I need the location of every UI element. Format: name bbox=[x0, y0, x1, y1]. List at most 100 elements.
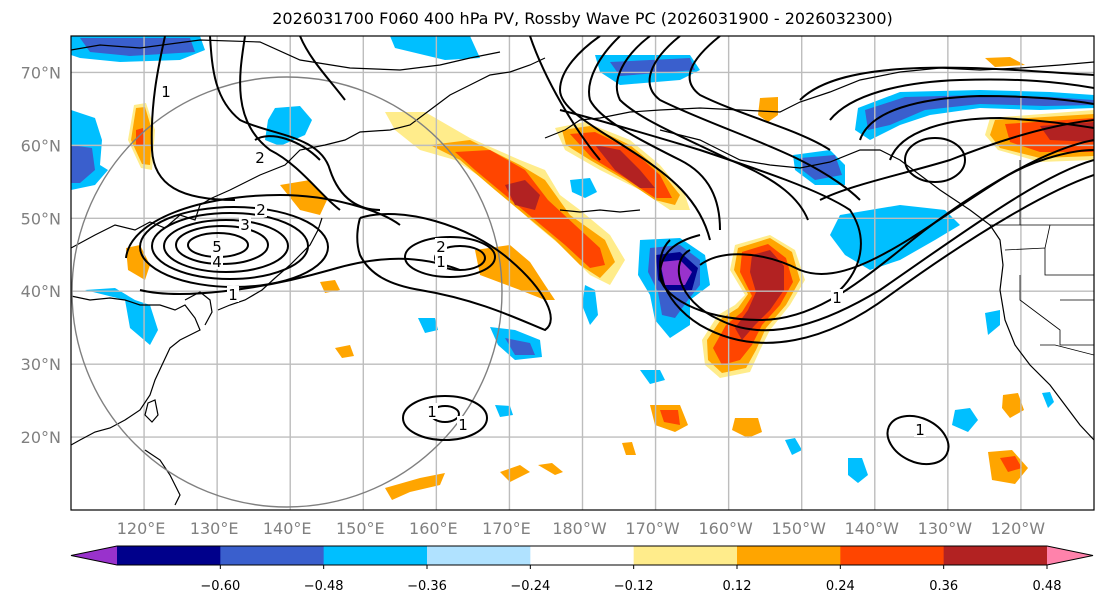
colorbar-tick-label: 0.36 bbox=[929, 579, 958, 594]
colorbar-segment bbox=[117, 546, 221, 565]
colorbar-segment bbox=[427, 546, 531, 565]
x-tick-label: 140°E bbox=[263, 519, 312, 538]
pos-anomaly-blob bbox=[1002, 393, 1024, 418]
contour-label: 4 bbox=[212, 253, 222, 271]
pos-anomaly-blob bbox=[595, 145, 655, 188]
colorbar-extend-min bbox=[71, 546, 117, 565]
contour-label-bg bbox=[435, 253, 447, 269]
colorbar-tick-label: −0.60 bbox=[200, 579, 240, 594]
colorbar: −0.60 −0.48 −0.36 −0.24 −0.12 0.12 0.24 0.36 0.4… bbox=[70, 545, 1094, 594]
contour-label-bg bbox=[426, 403, 438, 419]
contour-label: 3 bbox=[240, 216, 250, 234]
colorbar-tick-label: 0.48 bbox=[1033, 579, 1062, 594]
x-tick-label: 140°W bbox=[845, 519, 900, 538]
x-tick-label: 170°E bbox=[482, 519, 531, 538]
state-borders bbox=[990, 160, 1094, 356]
pos-anomaly-blob bbox=[505, 180, 540, 210]
neg-anomaly-blob bbox=[865, 95, 1094, 130]
y-tick-label: 20°N bbox=[21, 428, 61, 447]
contour-label-bg bbox=[435, 238, 447, 254]
contour-label: 1 bbox=[832, 289, 842, 307]
neg-anomaly-blob bbox=[660, 260, 692, 285]
neg-anomaly-blob bbox=[418, 318, 438, 333]
contour-label: 1 bbox=[228, 286, 238, 304]
neg-anomaly-blob bbox=[1042, 392, 1054, 408]
contour-label: 5 bbox=[212, 238, 222, 256]
neg-anomaly-blob bbox=[495, 405, 513, 417]
x-tick-label: 170°W bbox=[625, 519, 680, 538]
contour-label-bg bbox=[211, 238, 223, 254]
contour-label-bg bbox=[831, 289, 843, 305]
neg-anomaly-blob bbox=[985, 310, 1000, 335]
pos-anomaly-blob bbox=[735, 250, 784, 340]
contour-label: 1 bbox=[915, 421, 925, 439]
neg-anomaly-blob bbox=[80, 38, 195, 56]
x-tick-label: 130°W bbox=[918, 519, 973, 538]
pos-anomaly-blob bbox=[455, 150, 605, 268]
colorbar-segment bbox=[943, 546, 1048, 565]
colorbar-extend-max bbox=[1047, 546, 1093, 565]
pv-contours bbox=[125, 36, 1094, 466]
pos-anomaly-blob bbox=[500, 465, 530, 482]
x-tick-label: 120°E bbox=[117, 519, 166, 538]
y-tick-label: 30°N bbox=[21, 355, 61, 374]
colorbar-segment bbox=[840, 546, 945, 565]
colorbar-segment bbox=[323, 546, 428, 565]
colorbar-segment bbox=[530, 546, 635, 565]
contour-label-bg bbox=[457, 416, 469, 432]
contour-label-bg bbox=[914, 421, 926, 437]
neg-anomaly-blob bbox=[85, 288, 158, 345]
contour-label: 2 bbox=[436, 238, 446, 256]
pos-anomaly-blob bbox=[538, 463, 563, 475]
range-circle bbox=[71, 76, 503, 508]
x-tick-label: 150°W bbox=[772, 519, 827, 538]
pos-anomaly-blob bbox=[320, 280, 340, 293]
neg-anomaly-blob bbox=[830, 205, 960, 270]
contour-label: 1 bbox=[436, 253, 446, 271]
neg-anomaly-blob bbox=[952, 408, 978, 432]
colorbar-tick-label: −0.24 bbox=[510, 579, 550, 594]
x-tick-label: 160°E bbox=[409, 519, 458, 538]
neg-anomaly-blob bbox=[785, 438, 802, 455]
pos-anomaly-blob bbox=[758, 97, 778, 122]
colorbar-segment bbox=[737, 546, 841, 565]
pos-anomaly-blob bbox=[136, 128, 144, 145]
pos-anomaly-blob bbox=[622, 442, 636, 455]
pos-anomaly-blob bbox=[660, 410, 680, 425]
x-tick-label: 120°W bbox=[991, 519, 1046, 538]
y-tick-labels: 70°N 60°N 50°N 40°N 30°N 20°N bbox=[21, 63, 61, 447]
contour-label-bg bbox=[211, 253, 223, 269]
contour-label: 1 bbox=[458, 416, 468, 434]
neg-anomaly-blob bbox=[505, 338, 535, 355]
colorbar-segment bbox=[220, 546, 325, 565]
contour-label: 2 bbox=[256, 201, 266, 219]
y-tick-label: 60°N bbox=[21, 136, 61, 155]
x-tick-label: 150°E bbox=[336, 519, 385, 538]
neg-anomaly-blob bbox=[582, 285, 598, 325]
pos-anomaly-blob bbox=[280, 180, 327, 215]
y-tick-label: 70°N bbox=[21, 63, 61, 82]
contour-label: 1 bbox=[161, 83, 171, 101]
y-tick-label: 50°N bbox=[21, 209, 61, 228]
pos-anomaly-blob bbox=[985, 57, 1025, 67]
chart-title: 2026031700 F060 400 hPa PV, Rossby Wave … bbox=[272, 9, 893, 28]
colorbar-tick-label: −0.36 bbox=[407, 579, 447, 594]
contour-label-bg bbox=[239, 216, 251, 232]
x-tick-label: 130°E bbox=[190, 519, 239, 538]
contour-label-bg bbox=[227, 286, 239, 302]
colorbar-tick-label: 0.12 bbox=[723, 579, 752, 594]
pos-anomaly-blob bbox=[335, 345, 354, 358]
contour-label: 1 bbox=[427, 403, 437, 421]
contour-label-bg bbox=[160, 83, 172, 99]
contour-label-bg bbox=[254, 149, 266, 165]
map-frame bbox=[70, 35, 1095, 511]
neg-anomaly-blob bbox=[71, 145, 95, 183]
pos-anomaly-blob bbox=[385, 473, 445, 500]
colorbar-tick-label: 0.24 bbox=[826, 579, 855, 594]
x-tick-label: 160°W bbox=[698, 519, 753, 538]
x-tick-labels: 120°E 130°E 140°E 150°E 160°E 170°E 180°W 170°W… bbox=[117, 519, 1046, 538]
colorbar-segment bbox=[633, 546, 738, 565]
neg-anomaly-blob bbox=[640, 370, 665, 384]
neg-anomaly-blob bbox=[390, 36, 480, 60]
